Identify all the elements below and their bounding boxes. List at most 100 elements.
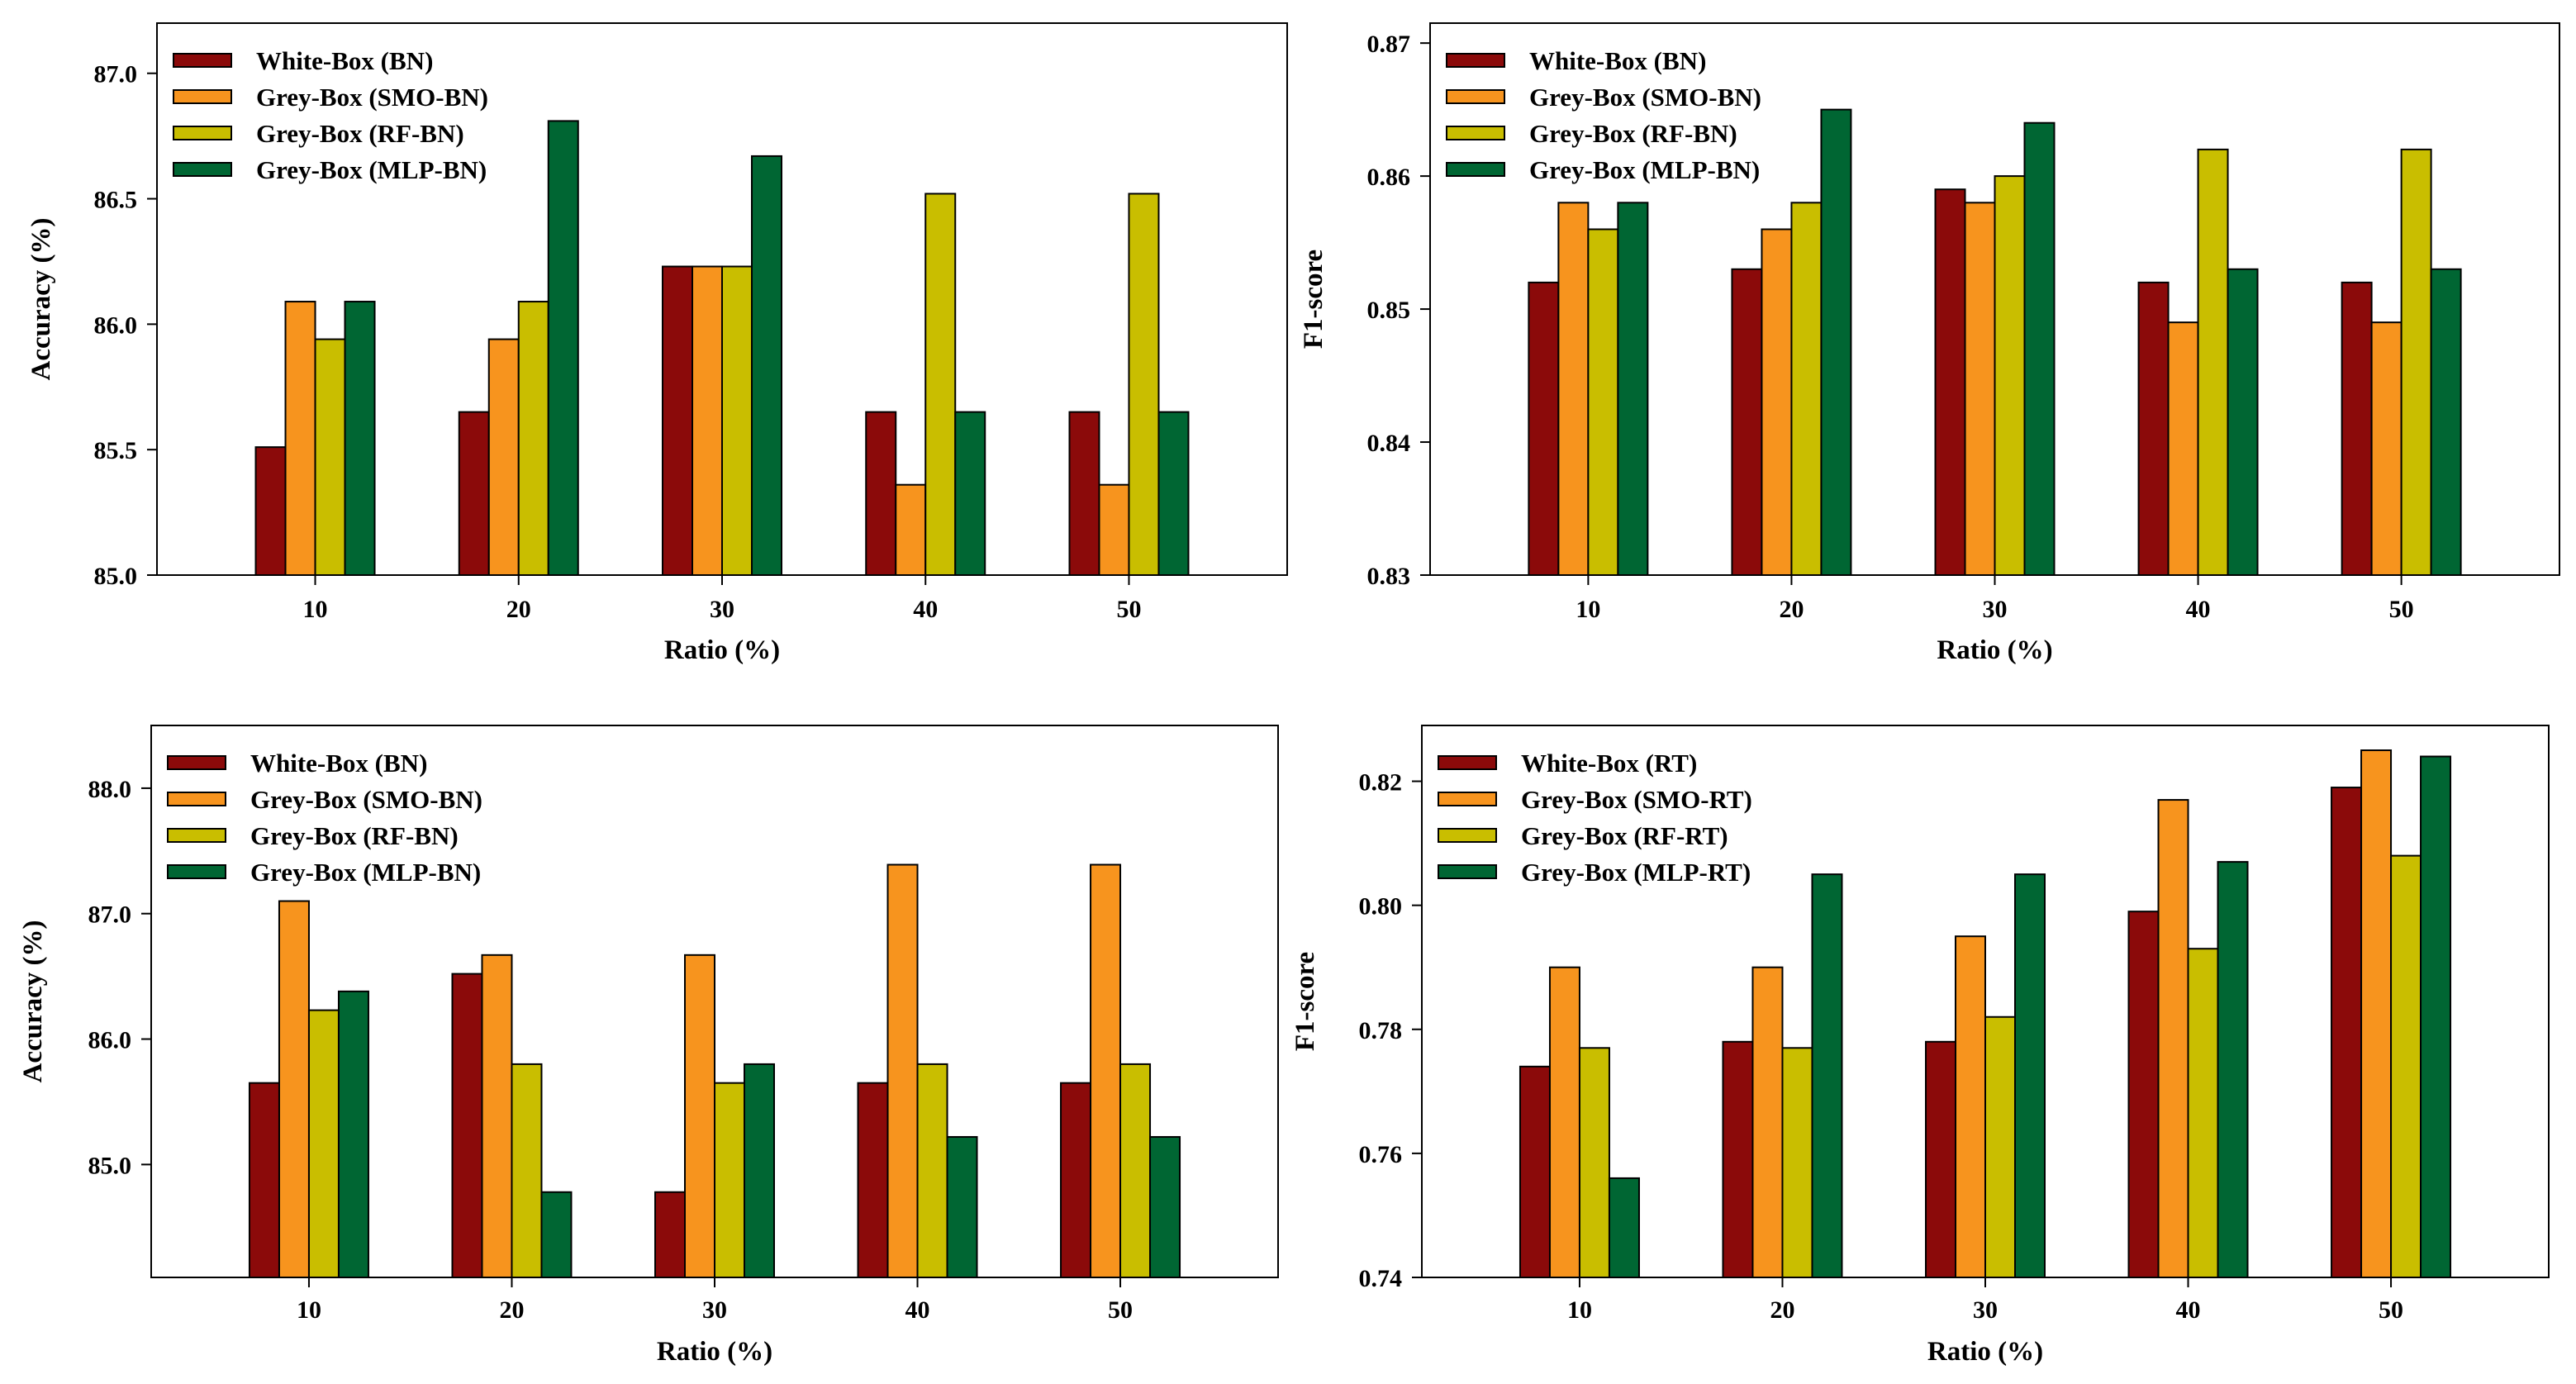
x-tick-label: 30 <box>1973 1296 1998 1324</box>
bar-3-cat-20 <box>1781 1047 1813 1278</box>
x-tick-label: 10 <box>303 596 328 623</box>
y-axis-title: Accuracy (%) <box>18 920 48 1082</box>
bar-4-cat-30 <box>744 1063 775 1278</box>
chart-panel-2: 0.83 0.84 0.85 0.86 0.87 10 20 30 40 50 Ratio (%) F… <box>1299 22 2560 665</box>
legend-label-2: Grey-Box (SMO-BN) <box>1529 83 1761 112</box>
y-axis-title: Accuracy (%) <box>26 217 56 380</box>
bar-4-cat-40 <box>946 1135 978 1278</box>
y-tick-label: 86.0 <box>94 312 138 339</box>
legend: White-Box (BN) Grey-Box (SMO-BN) Grey-Box … <box>167 749 482 887</box>
bar-2-cat-30 <box>692 265 723 576</box>
legend-swatch-2 <box>173 89 232 104</box>
y-tick-label: 0.84 <box>1367 430 1411 457</box>
bar-3-cat-50 <box>1128 193 1160 577</box>
x-axis-title: Ratio (%) <box>1937 635 2052 665</box>
legend-label-2: Grey-Box (SMO-BN) <box>256 83 488 112</box>
legend-label-4: Grey-Box (MLP-BN) <box>256 155 487 184</box>
x-tick-label: 20 <box>506 596 531 623</box>
legend-label-4: Grey-Box (MLP-BN) <box>1529 155 1760 184</box>
y-tick-label: 88.0 <box>88 776 132 803</box>
x-tick-label: 50 <box>2389 596 2414 623</box>
bar-4-cat-50 <box>1157 411 1190 576</box>
legend-swatch-2 <box>1438 792 1497 806</box>
legend-label-3: Grey-Box (RF-BN) <box>250 821 459 850</box>
legend-label-3: Grey-Box (RF-BN) <box>256 119 464 148</box>
x-tick-label: 30 <box>1983 596 2008 623</box>
y-tick-label: 85.0 <box>88 1152 132 1179</box>
x-tick-label: 30 <box>702 1296 727 1324</box>
bar-2-cat-40 <box>2157 799 2189 1278</box>
bar-3-cat-50 <box>2390 854 2422 1278</box>
x-tick-label: 20 <box>499 1296 524 1324</box>
legend-label-2: Grey-Box (SMO-RT) <box>1521 785 1752 814</box>
bar-3-cat-40 <box>2187 948 2219 1279</box>
legend-swatch-4 <box>167 864 226 879</box>
y-tick-label: 0.85 <box>1367 297 1411 324</box>
bar-2-cat-20 <box>481 954 513 1278</box>
bar-3-cat-10 <box>307 1009 340 1279</box>
legend-label-4: Grey-Box (MLP-RT) <box>1521 858 1751 887</box>
bar-1-cat-40 <box>2127 911 2160 1279</box>
bar-1-cat-50 <box>2331 787 2363 1278</box>
y-tick-label: 0.83 <box>1367 563 1411 590</box>
legend-swatch-1 <box>1446 53 1505 68</box>
y-tick-label: 0.74 <box>1359 1265 1403 1292</box>
bar-4-cat-50 <box>1149 1135 1181 1278</box>
y-tick-label: 0.76 <box>1359 1141 1403 1168</box>
bar-4-cat-10 <box>1608 1177 1640 1279</box>
bar-1-cat-10 <box>1528 281 1560 576</box>
bar-3-cat-40 <box>2197 148 2229 577</box>
bar-3-cat-30 <box>714 1082 745 1278</box>
bar-3-cat-50 <box>1119 1063 1152 1278</box>
x-tick-label: 50 <box>1108 1296 1133 1324</box>
bar-3-cat-20 <box>511 1063 543 1278</box>
bar-3-cat-40 <box>916 1063 948 1278</box>
legend-swatch-3 <box>167 828 226 843</box>
bar-1-cat-50 <box>1060 1082 1092 1278</box>
y-tick-label: 87.0 <box>94 61 138 88</box>
chart-panel-4: 0.74 0.76 0.78 0.80 0.82 10 20 30 40 50 Ratio (%) F… <box>1290 725 2550 1367</box>
legend-label-1: White-Box (BN) <box>256 46 433 75</box>
legend-swatch-4 <box>1438 864 1497 879</box>
x-tick-label: 10 <box>1576 596 1600 623</box>
chart-panel-3: 85.0 86.0 87.0 88.0 10 20 30 40 50 Ratio (%) Accur… <box>18 725 1279 1367</box>
legend-swatch-3 <box>173 126 232 140</box>
bar-1-cat-20 <box>1722 1040 1754 1278</box>
bar-3-cat-20 <box>1790 202 1823 576</box>
legend: White-Box (RT) Grey-Box (SMO-RT) Grey-Box … <box>1438 749 1752 887</box>
x-tick-label: 40 <box>905 1296 930 1324</box>
bar-2-cat-10 <box>278 900 310 1278</box>
bar-1-cat-20 <box>458 411 490 576</box>
bar-2-cat-20 <box>1761 228 1793 576</box>
x-tick-label: 20 <box>1779 596 1804 623</box>
bar-3-cat-40 <box>924 193 957 577</box>
x-axis-title: Ratio (%) <box>657 1337 772 1367</box>
legend-label-1: White-Box (BN) <box>1529 46 1706 75</box>
bar-1-cat-10 <box>248 1082 280 1278</box>
bar-3-cat-50 <box>2400 148 2432 577</box>
bar-1-cat-50 <box>1068 411 1100 576</box>
bar-2-cat-20 <box>1751 966 1784 1278</box>
legend-swatch-2 <box>167 792 226 806</box>
bar-2-cat-50 <box>1098 483 1130 577</box>
bar-4-cat-40 <box>2227 268 2259 576</box>
bar-4-cat-10 <box>337 990 369 1278</box>
bar-4-cat-30 <box>2014 873 2046 1279</box>
bar-1-cat-10 <box>1519 1065 1551 1278</box>
bar-3-cat-10 <box>314 338 346 576</box>
bar-2-cat-10 <box>1557 202 1590 576</box>
y-tick-label: 85.5 <box>94 437 138 464</box>
legend-swatch-4 <box>1446 162 1505 177</box>
y-tick-label: 87.0 <box>88 901 132 929</box>
bar-1-cat-30 <box>1934 188 1966 576</box>
bar-4-cat-40 <box>954 411 986 576</box>
y-tick-label: 0.87 <box>1367 31 1411 58</box>
bar-4-cat-30 <box>2023 121 2056 576</box>
legend-swatch-1 <box>173 53 232 68</box>
bar-1-cat-30 <box>654 1191 686 1279</box>
bar-4-cat-50 <box>2430 268 2462 576</box>
bar-3-cat-30 <box>721 265 753 576</box>
bar-1-cat-30 <box>662 265 693 576</box>
legend-swatch-3 <box>1438 828 1497 843</box>
